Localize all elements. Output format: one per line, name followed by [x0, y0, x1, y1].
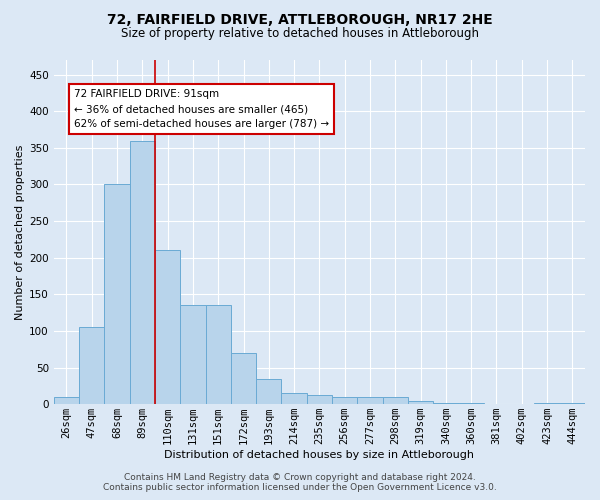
- Bar: [104, 184, 130, 404]
- Bar: [383, 397, 408, 404]
- Bar: [281, 393, 307, 404]
- Bar: [79, 328, 104, 404]
- Bar: [256, 378, 281, 404]
- Y-axis label: Number of detached properties: Number of detached properties: [15, 144, 25, 320]
- Bar: [130, 140, 155, 404]
- Text: 72, FAIRFIELD DRIVE, ATTLEBOROUGH, NR17 2HE: 72, FAIRFIELD DRIVE, ATTLEBOROUGH, NR17 …: [107, 12, 493, 26]
- Text: Contains HM Land Registry data © Crown copyright and database right 2024.
Contai: Contains HM Land Registry data © Crown c…: [103, 473, 497, 492]
- Bar: [433, 402, 458, 404]
- Bar: [180, 306, 206, 404]
- Text: 72 FAIRFIELD DRIVE: 91sqm
← 36% of detached houses are smaller (465)
62% of semi: 72 FAIRFIELD DRIVE: 91sqm ← 36% of detac…: [74, 90, 329, 129]
- Bar: [155, 250, 180, 404]
- X-axis label: Distribution of detached houses by size in Attleborough: Distribution of detached houses by size …: [164, 450, 475, 460]
- Bar: [307, 396, 332, 404]
- Bar: [535, 402, 560, 404]
- Bar: [206, 306, 231, 404]
- Bar: [358, 397, 383, 404]
- Bar: [332, 397, 358, 404]
- Bar: [54, 397, 79, 404]
- Text: Size of property relative to detached houses in Attleborough: Size of property relative to detached ho…: [121, 28, 479, 40]
- Bar: [231, 353, 256, 404]
- Bar: [408, 400, 433, 404]
